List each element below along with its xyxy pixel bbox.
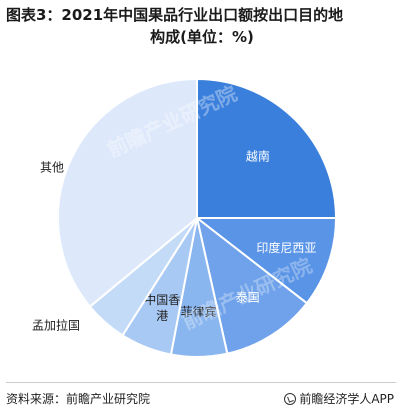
pie-label-6: 其他 xyxy=(40,161,64,175)
pie-label-3: 菲律宾 xyxy=(180,304,216,319)
brand-logo-icon xyxy=(284,392,297,405)
pie-slice-0 xyxy=(196,77,338,219)
pie-label-5: 孟加拉国 xyxy=(32,318,80,333)
pie-label-0: 越南 xyxy=(246,149,270,164)
brand-credit[interactable]: 前瞻经济学人APP xyxy=(284,390,394,407)
footer-divider xyxy=(6,382,396,383)
pie-slice-6 xyxy=(57,77,198,309)
pie-label-2: 泰国 xyxy=(236,290,260,304)
pie-slice-2 xyxy=(195,215,309,355)
pie-slice-1 xyxy=(194,217,338,305)
pie-label-1: 印度尼西亚 xyxy=(256,240,316,255)
chart-title-line2: 构成(单位：%) xyxy=(150,28,254,46)
chart-title-line1: 图表3：2021年中国果品行业出口额按出口目的地 xyxy=(6,6,344,24)
brand-label: 前瞻经济学人APP xyxy=(299,392,394,406)
pie-label-4: 中国香港 xyxy=(144,291,180,322)
source-note: 资料来源：前瞻产业研究院 xyxy=(6,392,151,406)
chart-title: 图表3：2021年中国果品行业出口额按出口目的地 构成(单位：%) xyxy=(6,4,398,48)
footer: 资料来源：前瞻产业研究院 前瞻经济学人APP xyxy=(0,382,402,410)
